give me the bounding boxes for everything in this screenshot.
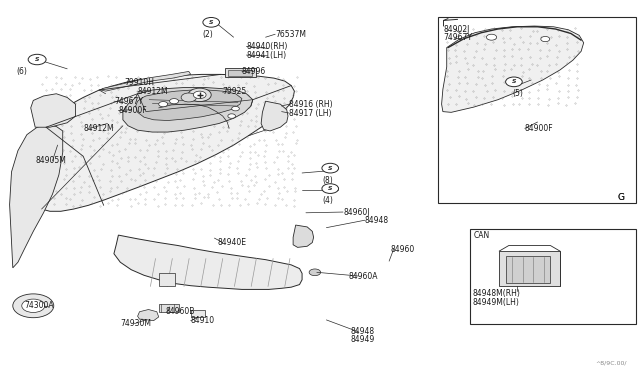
Circle shape xyxy=(228,114,236,118)
Bar xyxy=(225,68,256,77)
Polygon shape xyxy=(136,90,242,121)
Text: ^8/9C.00/: ^8/9C.00/ xyxy=(596,360,627,365)
Text: G: G xyxy=(618,193,624,202)
Text: 84960J: 84960J xyxy=(343,208,369,217)
Polygon shape xyxy=(442,26,584,112)
Text: 79910H: 79910H xyxy=(125,78,155,87)
Text: 84960A: 84960A xyxy=(349,272,378,280)
Text: S: S xyxy=(328,166,333,171)
Polygon shape xyxy=(293,225,314,247)
Circle shape xyxy=(322,163,339,173)
Text: 84940E: 84940E xyxy=(218,238,246,247)
Bar xyxy=(438,17,636,203)
Text: 84948: 84948 xyxy=(351,327,375,336)
Text: 84948: 84948 xyxy=(365,216,389,225)
Bar xyxy=(228,70,252,76)
Circle shape xyxy=(541,36,550,42)
Bar xyxy=(191,310,205,317)
Polygon shape xyxy=(10,125,63,268)
Bar xyxy=(159,273,175,286)
Text: 84996: 84996 xyxy=(242,67,266,76)
Text: S: S xyxy=(328,186,333,191)
Circle shape xyxy=(486,34,497,40)
Polygon shape xyxy=(35,74,294,211)
Text: 84900F: 84900F xyxy=(118,106,147,115)
Polygon shape xyxy=(123,87,253,132)
Text: 84949: 84949 xyxy=(351,335,375,344)
Text: (8): (8) xyxy=(323,176,333,185)
Text: 84902J: 84902J xyxy=(444,25,470,33)
Bar xyxy=(470,229,636,324)
Text: 84960B: 84960B xyxy=(165,307,195,316)
Text: 79925: 79925 xyxy=(223,87,247,96)
Text: 84912M: 84912M xyxy=(83,124,114,133)
Text: 84900F: 84900F xyxy=(525,124,554,133)
Text: 74967Y: 74967Y xyxy=(444,33,472,42)
Circle shape xyxy=(188,88,211,102)
Circle shape xyxy=(22,299,45,312)
Polygon shape xyxy=(101,71,191,91)
Circle shape xyxy=(28,54,46,65)
Circle shape xyxy=(159,102,168,107)
Text: 84912M: 84912M xyxy=(138,87,168,96)
Text: 84940(RH): 84940(RH) xyxy=(246,42,288,51)
Circle shape xyxy=(170,99,179,104)
Text: 84910: 84910 xyxy=(191,316,215,325)
Text: 84917 (LH): 84917 (LH) xyxy=(289,109,332,118)
Text: CAN: CAN xyxy=(474,231,490,240)
Circle shape xyxy=(203,17,220,27)
Text: 84948M(RH): 84948M(RH) xyxy=(472,289,520,298)
Circle shape xyxy=(193,91,206,99)
Text: 84905M: 84905M xyxy=(35,156,66,165)
Text: S: S xyxy=(209,20,214,25)
Text: (5): (5) xyxy=(512,89,523,98)
Circle shape xyxy=(322,184,339,193)
Text: (4): (4) xyxy=(323,196,333,205)
Text: S: S xyxy=(511,79,516,84)
Polygon shape xyxy=(31,94,76,127)
Text: 74967Y: 74967Y xyxy=(114,97,143,106)
Text: S: S xyxy=(35,57,40,62)
Circle shape xyxy=(181,93,196,102)
Circle shape xyxy=(232,106,239,111)
Circle shape xyxy=(309,269,321,276)
Text: 76537M: 76537M xyxy=(275,30,306,39)
Bar xyxy=(499,251,560,286)
Text: 74300A: 74300A xyxy=(24,301,54,310)
Circle shape xyxy=(506,77,522,87)
Text: 84916 (RH): 84916 (RH) xyxy=(289,100,333,109)
Polygon shape xyxy=(138,310,159,321)
Polygon shape xyxy=(261,101,288,131)
Bar xyxy=(159,304,179,312)
Text: (2): (2) xyxy=(202,30,213,39)
Text: (6): (6) xyxy=(16,67,27,76)
Bar xyxy=(506,256,550,283)
Text: 84941(LH): 84941(LH) xyxy=(246,51,287,60)
Text: 84960: 84960 xyxy=(390,245,415,254)
Text: 74930M: 74930M xyxy=(120,319,151,328)
Polygon shape xyxy=(114,235,302,289)
Text: 84949M(LH): 84949M(LH) xyxy=(472,298,519,307)
Text: G: G xyxy=(618,193,624,202)
Circle shape xyxy=(13,294,54,318)
